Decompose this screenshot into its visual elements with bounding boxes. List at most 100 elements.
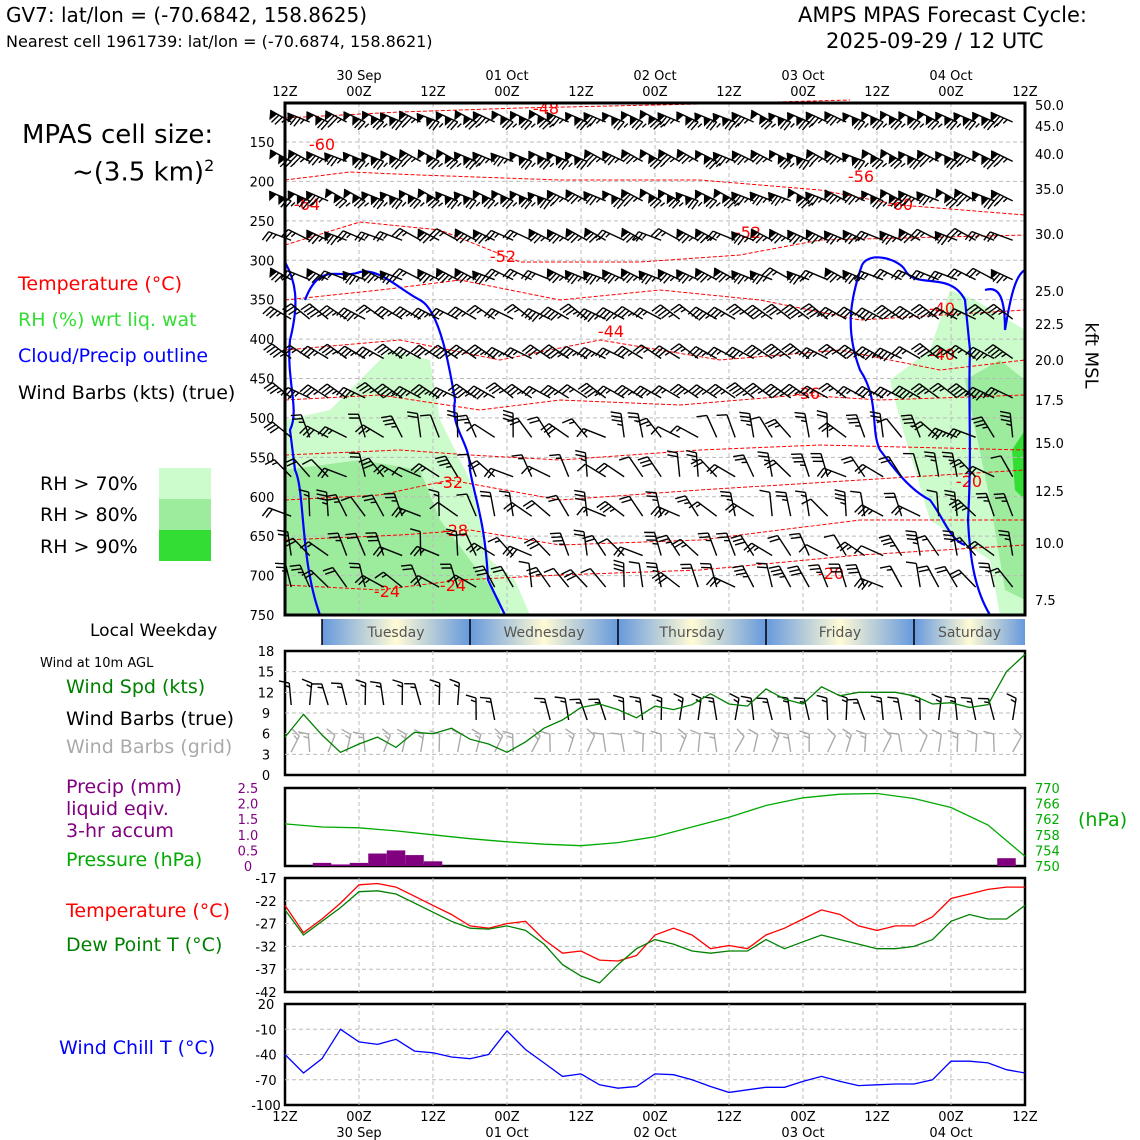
wind-barb — [775, 491, 792, 517]
barb-feather — [737, 117, 746, 127]
barb-feather — [561, 568, 572, 575]
barb-half — [355, 277, 361, 283]
barb-feather — [903, 196, 912, 206]
wind-barb — [391, 346, 422, 360]
barb-half — [743, 276, 749, 282]
barb-flag — [343, 111, 351, 122]
barb-half — [677, 698, 683, 703]
barb-feather — [546, 389, 556, 398]
legend-barbs: Wind Barbs (kts) (true) — [18, 382, 236, 404]
barb-feather — [964, 120, 973, 130]
wind-barb — [639, 109, 666, 130]
barb-feather — [471, 728, 482, 736]
wind-barb — [688, 501, 718, 517]
barb-shaft — [731, 270, 754, 281]
barb-feather — [437, 272, 446, 282]
barb-feather — [478, 235, 487, 245]
pressure-tick: 700 — [250, 570, 275, 585]
barb-feather — [418, 273, 428, 282]
barb-feather — [998, 529, 1009, 533]
barb-half — [799, 277, 805, 283]
wind-barb — [675, 495, 699, 517]
barb-feather — [797, 198, 807, 207]
barb-flag — [379, 112, 388, 123]
wind-barb — [861, 111, 888, 131]
barb-feather — [381, 728, 391, 736]
barb-feather — [429, 730, 440, 735]
barb-feather — [355, 679, 366, 684]
wind-barb — [891, 385, 921, 400]
barb-feather — [765, 269, 774, 278]
barb-flag — [611, 116, 619, 127]
barb-feather — [336, 345, 346, 354]
barb-feather — [635, 121, 644, 131]
barb-feather — [574, 497, 586, 501]
barb-feather — [588, 698, 599, 701]
wind-barb — [767, 534, 792, 556]
barb-flag — [842, 112, 850, 123]
wind-barb — [595, 385, 625, 399]
barb-feather — [301, 569, 312, 576]
wind-barb — [845, 414, 866, 438]
barb-feather — [576, 159, 585, 169]
wind-barb — [944, 489, 958, 517]
barb-flag — [888, 194, 897, 205]
barb-half — [855, 425, 861, 427]
barb-feather — [690, 121, 699, 131]
barb-half — [291, 349, 297, 354]
barb-half — [725, 276, 731, 281]
barb-feather — [639, 420, 650, 426]
barb-half — [594, 392, 600, 397]
barb-half — [518, 457, 524, 460]
barb-feather — [610, 732, 622, 735]
barb-feather — [650, 506, 659, 515]
barb-feather — [476, 391, 485, 400]
barb-feather — [651, 304, 661, 312]
barb-feather — [346, 536, 358, 540]
cell-size-label: MPAS cell size: — [22, 120, 214, 150]
surface-wind-barb-grid — [918, 728, 928, 753]
barb-flag — [620, 189, 629, 200]
wind-barb — [879, 148, 906, 170]
wind-barb — [583, 149, 607, 165]
surface-wind-barb — [392, 679, 404, 706]
wind-barb — [676, 111, 703, 131]
wind-barb — [305, 150, 329, 166]
barb-shaft — [584, 463, 607, 478]
barb-feather — [524, 160, 533, 170]
barb-half — [720, 312, 726, 318]
barb-feather — [363, 497, 375, 502]
barb-half — [365, 428, 371, 433]
barb-half — [632, 236, 638, 242]
barb-feather — [992, 154, 1001, 164]
barb-feather — [395, 200, 403, 210]
barb-feather — [818, 422, 828, 430]
barb-feather — [552, 539, 564, 542]
wind-barb — [861, 149, 888, 170]
wind-barb — [872, 386, 902, 399]
barb-feather — [503, 502, 513, 510]
barb-feather — [469, 200, 477, 210]
chill-ytick: -40 — [255, 1049, 276, 1064]
barb-feather — [709, 466, 719, 475]
wind-barb — [264, 459, 292, 478]
wind-barb — [993, 493, 1014, 517]
barb-feather — [906, 537, 918, 541]
barb-flag — [324, 152, 332, 163]
barb-feather — [377, 346, 387, 354]
wind-barb — [287, 112, 310, 127]
barb-feather — [917, 387, 927, 396]
barb-half — [983, 500, 989, 502]
wind-barb — [502, 347, 532, 360]
barb-half — [327, 273, 333, 279]
wind-barb — [483, 308, 514, 320]
barb-feather — [373, 464, 382, 473]
barb-flag — [620, 149, 629, 160]
barb-feather — [539, 159, 548, 169]
wind-barb — [543, 567, 570, 588]
barb-feather — [380, 388, 390, 396]
barb-feather — [465, 694, 477, 699]
barb-half — [344, 734, 351, 739]
barb-half — [709, 736, 715, 739]
barb-feather — [901, 312, 911, 321]
